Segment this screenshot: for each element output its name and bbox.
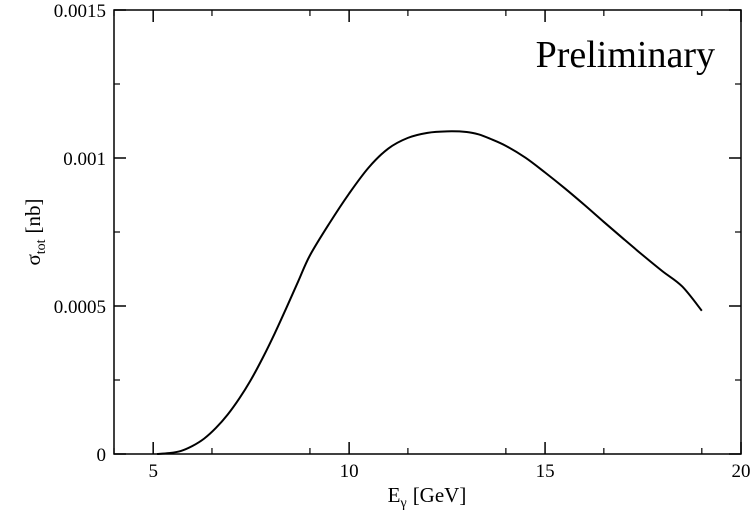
y-tick-label: 0.0005 (54, 297, 106, 318)
x-axis-title-unit: [GeV] (413, 483, 467, 507)
x-tick-label: 15 (536, 461, 555, 482)
x-tick-label: 20 (732, 461, 751, 482)
x-axis-title-main: E (388, 483, 401, 507)
y-tick-label: 0.001 (63, 149, 106, 170)
y-axis-title-unit: [nb] (21, 198, 45, 233)
y-axis-title-main: σ (21, 254, 45, 265)
preliminary-annotation: Preliminary (536, 34, 715, 76)
y-tick-label: 0.0015 (54, 1, 106, 22)
plot-frame (113, 9, 742, 455)
axis-ticks (113, 9, 742, 455)
tick-labels: 5 10 15 20 0 0.0005 0.001 0.0015 (54, 1, 751, 482)
y-axis-title: σtot [nb] (21, 198, 49, 265)
y-tick-label: 0 (97, 445, 107, 466)
cross-section-curve (157, 130, 703, 455)
x-tick-label: 5 (148, 461, 158, 482)
x-tick-label: 10 (340, 461, 359, 482)
x-axis-title: Eγ [GeV] (388, 483, 467, 511)
x-axis-title-sub: γ (400, 496, 407, 511)
y-axis-title-sub: tot (34, 239, 49, 254)
